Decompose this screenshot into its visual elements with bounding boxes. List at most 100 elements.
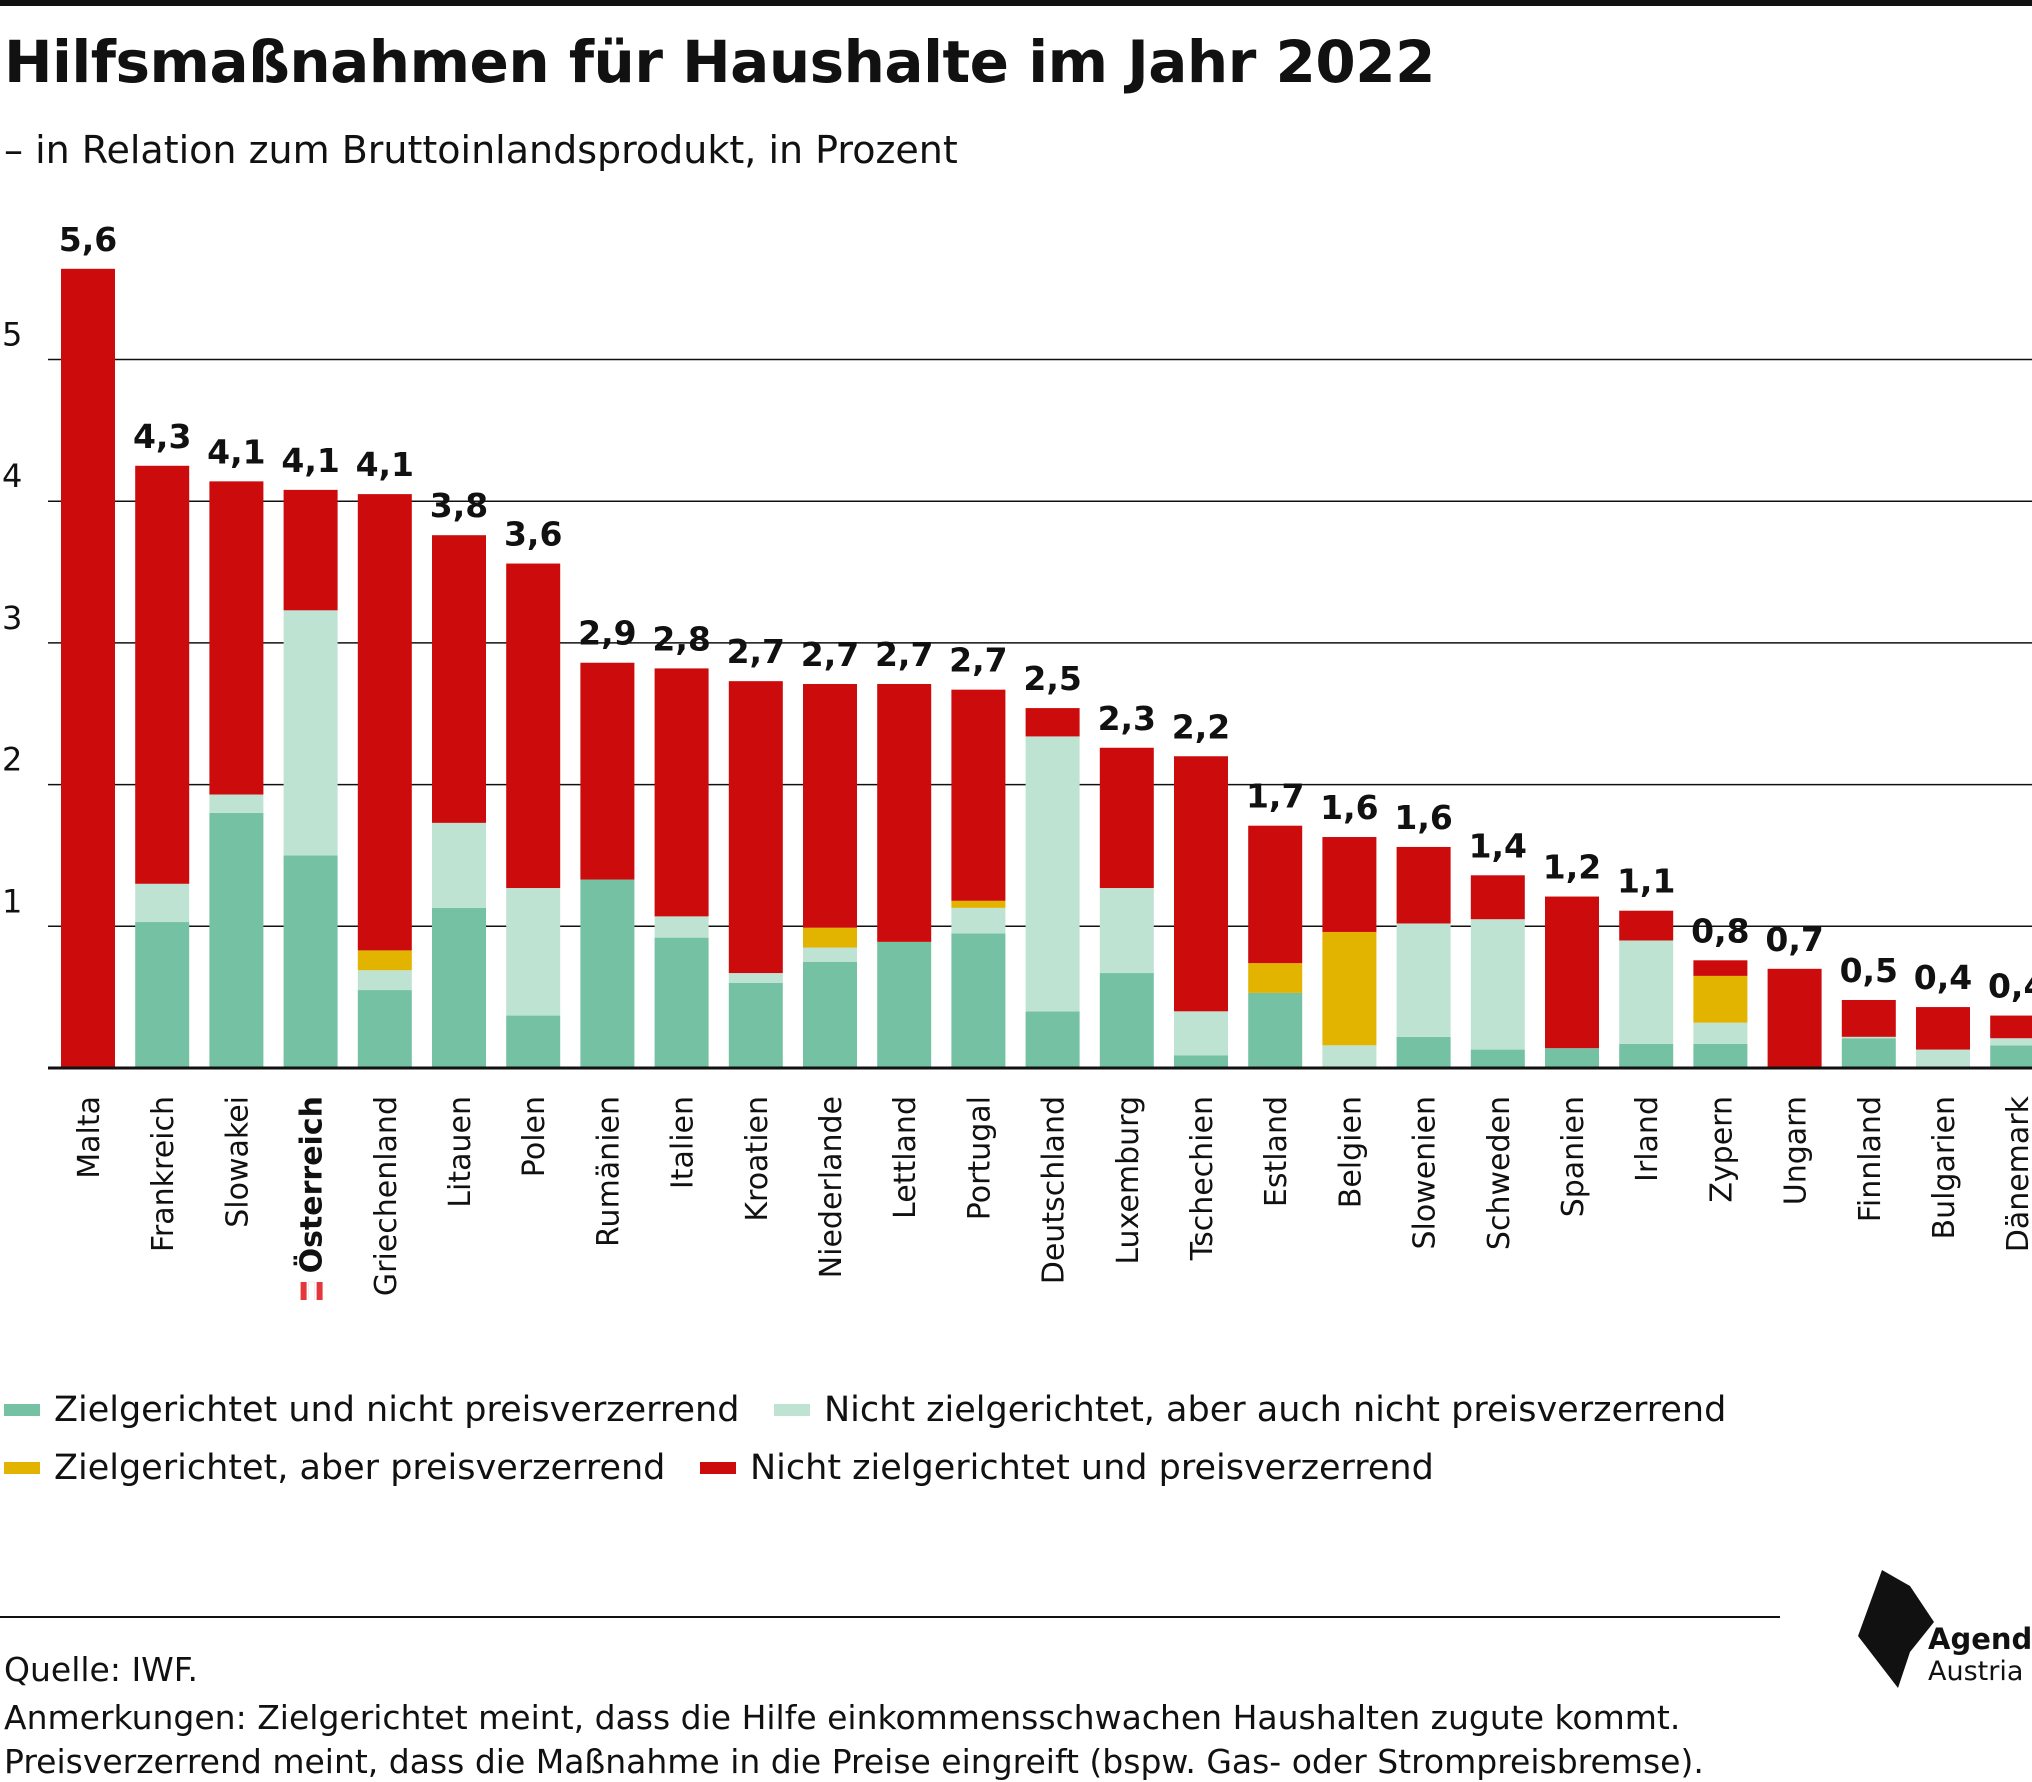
source-note: Quelle: IWF. [4, 1650, 198, 1689]
bar-total-label: 0,5 [1840, 951, 1898, 990]
legend-label: Nicht zielgerichtet, aber auch nicht pre… [824, 1390, 1727, 1430]
bar-segment-1 [1545, 1048, 1599, 1068]
bar-segment-2 [1619, 940, 1674, 1044]
bar-segment-4 [1099, 747, 1154, 889]
bar-total-label: 1,1 [1617, 862, 1675, 901]
bar-total-label: 5,6 [59, 220, 117, 259]
legend-item-targeted-not-distorting: Zielgerichtet und nicht preisverzerrend [4, 1390, 739, 1430]
bar-segment-4 [1916, 1007, 1970, 1050]
category-label: Niederlande [814, 1096, 849, 1278]
bar-total-label: 4,1 [356, 445, 414, 484]
bar-segment-1 [357, 990, 412, 1068]
bar-total-label: 3,6 [504, 515, 562, 554]
category-label: Finnland [1853, 1096, 1888, 1222]
y-tick-label: 3 [2, 599, 22, 637]
bar-segment-1 [1619, 1043, 1674, 1068]
category-label: Tschechien [1185, 1096, 1220, 1261]
bar-total-label: 1,4 [1469, 826, 1527, 865]
bar-total-label: 1,7 [1246, 777, 1304, 816]
bar-segment-1 [1693, 1043, 1748, 1068]
category-label: Zypern [1704, 1096, 1739, 1203]
bar-total-label: 0,4 [1988, 967, 2032, 1006]
bar-total-label: 0,4 [1914, 958, 1972, 997]
chart-title: Hilfsmaßnahmen für Haushalte im Jahr 202… [4, 28, 1435, 96]
category-label: Slowakei [220, 1096, 255, 1228]
bar-segment-3 [803, 927, 857, 948]
category-label: Deutschland [1037, 1096, 1072, 1284]
bar-segment-2 [135, 883, 190, 923]
bar-segment-2 [951, 907, 1006, 934]
category-label: Schweden [1482, 1096, 1517, 1250]
bar-segment-2 [1025, 736, 1080, 1012]
bar-segment-1 [580, 879, 635, 1068]
bar-segment-1 [432, 907, 486, 1068]
legend-label: Zielgerichtet und nicht preisverzerrend [54, 1390, 740, 1430]
bar-segment-1 [728, 982, 783, 1068]
bar-total-label: 2,2 [1172, 707, 1230, 746]
bar-segment-2 [1693, 1022, 1748, 1044]
bar-total-label: 2,7 [801, 635, 859, 674]
bar-segment-1 [951, 933, 1006, 1068]
bar-segment-4 [728, 681, 783, 974]
austria-flag-icon [308, 1281, 315, 1300]
bar-segment-1 [1396, 1036, 1451, 1068]
logo-text-line2: Austria [1928, 1656, 2024, 1687]
bar-segment-2 [803, 947, 857, 962]
bar-segment-2 [283, 610, 338, 856]
bar-total-label: 4,1 [281, 441, 339, 480]
bar-segment-1 [654, 937, 709, 1068]
bar-segment-1 [209, 812, 264, 1068]
bar-segment-4 [1174, 756, 1228, 1012]
stacked-bar-chart: 1 2 3 4 5 5,6 Malta 4,3 Frankreich 4,1 Slowakei 4,1… [2, 220, 2032, 1300]
austria-flag-icon [300, 1282, 307, 1300]
category-label: Ungarn [1779, 1096, 1814, 1205]
bar-segment-1 [1025, 1011, 1080, 1068]
bar-total-label: 4,3 [133, 417, 191, 456]
agenda-austria-logo [1858, 1570, 1934, 1688]
category-label: Portugal [962, 1096, 997, 1220]
bar-segment-4 [1322, 837, 1377, 932]
category-label: Kroatien [740, 1096, 775, 1222]
bar-segment-4 [1470, 875, 1525, 920]
legend-swatch [700, 1462, 736, 1474]
bar-segment-4 [1025, 708, 1080, 737]
bar-segment-2 [1099, 888, 1154, 974]
footer-rule [0, 1616, 1780, 1618]
bar-total-label: 0,7 [1765, 920, 1823, 959]
bar-segment-1 [803, 961, 857, 1068]
bar-segment-1 [1990, 1045, 2032, 1068]
bar-segment-4 [1841, 999, 1896, 1037]
bar-segment-3 [1248, 963, 1303, 993]
bar-segment-1 [877, 941, 932, 1068]
bar-segment-1 [1248, 992, 1303, 1068]
bar-segment-4 [283, 489, 338, 611]
bar-segment-4 [506, 563, 561, 889]
y-tick-label: 4 [2, 457, 22, 495]
bar-total-label: 2,7 [727, 632, 785, 671]
bar-segment-4 [877, 683, 932, 942]
bar-segment-4 [1693, 960, 1748, 976]
category-label: Frankreich [146, 1096, 181, 1252]
bar-segment-1 [1099, 973, 1154, 1068]
bar-segment-4 [1545, 896, 1599, 1049]
bar-total-label: 2,8 [652, 619, 710, 658]
bar-total-label: 0,8 [1691, 911, 1749, 950]
bar-total-label: 1,6 [1394, 798, 1452, 837]
category-label: Lettland [888, 1096, 923, 1219]
category-label: Belgien [1333, 1096, 1368, 1208]
category-label: Dänemark [2001, 1095, 2032, 1252]
bar-segment-2 [1470, 919, 1525, 1050]
bar-segment-2 [357, 970, 412, 991]
legend-item-not-targeted-distorting: Nicht zielgerichtet und preisverzerrend [700, 1448, 1434, 1488]
bar-segment-4 [432, 535, 486, 823]
bar-segment-4 [1396, 846, 1451, 924]
legend-swatch [4, 1462, 40, 1474]
legend-item-not-targeted-not-distorting: Nicht zielgerichtet, aber auch nicht pre… [774, 1390, 1726, 1430]
bar-segment-3 [1693, 975, 1748, 1023]
bar-segment-2 [1174, 1011, 1228, 1056]
bar-segment-4 [61, 268, 115, 1068]
bar-segment-4 [580, 662, 635, 880]
bar-segment-1 [506, 1015, 561, 1068]
bar-segment-2 [654, 916, 709, 938]
bar-segment-4 [135, 465, 190, 884]
